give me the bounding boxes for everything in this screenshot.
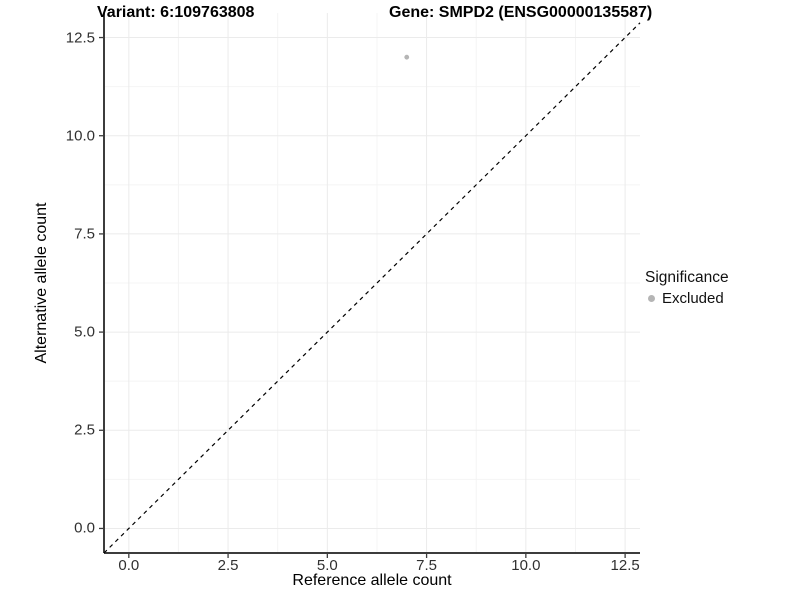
legend-title: Significance: [645, 269, 729, 286]
x-tick-label: 2.5: [217, 557, 239, 574]
identity-dashed-line: [103, 22, 641, 554]
y-tick-label: 0.0: [74, 519, 95, 537]
axis-tick-marks: [99, 36, 626, 558]
y-tick-label: 2.5: [74, 421, 95, 439]
x-tick-label: 12.5: [610, 557, 640, 574]
x-tick-label: 5.0: [316, 557, 338, 574]
y-tick-label: 12.5: [65, 29, 95, 47]
plot-title-variant: Variant: 6:109763808: [97, 4, 255, 21]
x-tick-label: 0.0: [118, 557, 140, 574]
legend: Significance Excluded: [645, 269, 729, 307]
data-points: [404, 54, 410, 60]
gridlines-minor: [104, 13, 640, 553]
legend-item-label: Excluded: [662, 290, 724, 307]
plot-title-gene: Gene: SMPD2 (ENSG00000135587): [389, 4, 653, 21]
x-axis-title: Reference allele count: [292, 572, 452, 589]
y-tick-label: 5.0: [74, 323, 95, 341]
gridlines-major: [104, 13, 640, 553]
x-tick-label: 10.0: [511, 557, 541, 574]
legend-point-icon: [648, 295, 655, 302]
y-axis-title: Alternative allele count: [33, 202, 50, 364]
y-tick-label: 7.5: [74, 225, 95, 243]
legend-item-excluded: Excluded: [645, 290, 729, 307]
data-point-excluded: [404, 54, 410, 60]
y-tick-label: 10.0: [65, 127, 95, 145]
x-tick-label: 7.5: [416, 557, 438, 574]
